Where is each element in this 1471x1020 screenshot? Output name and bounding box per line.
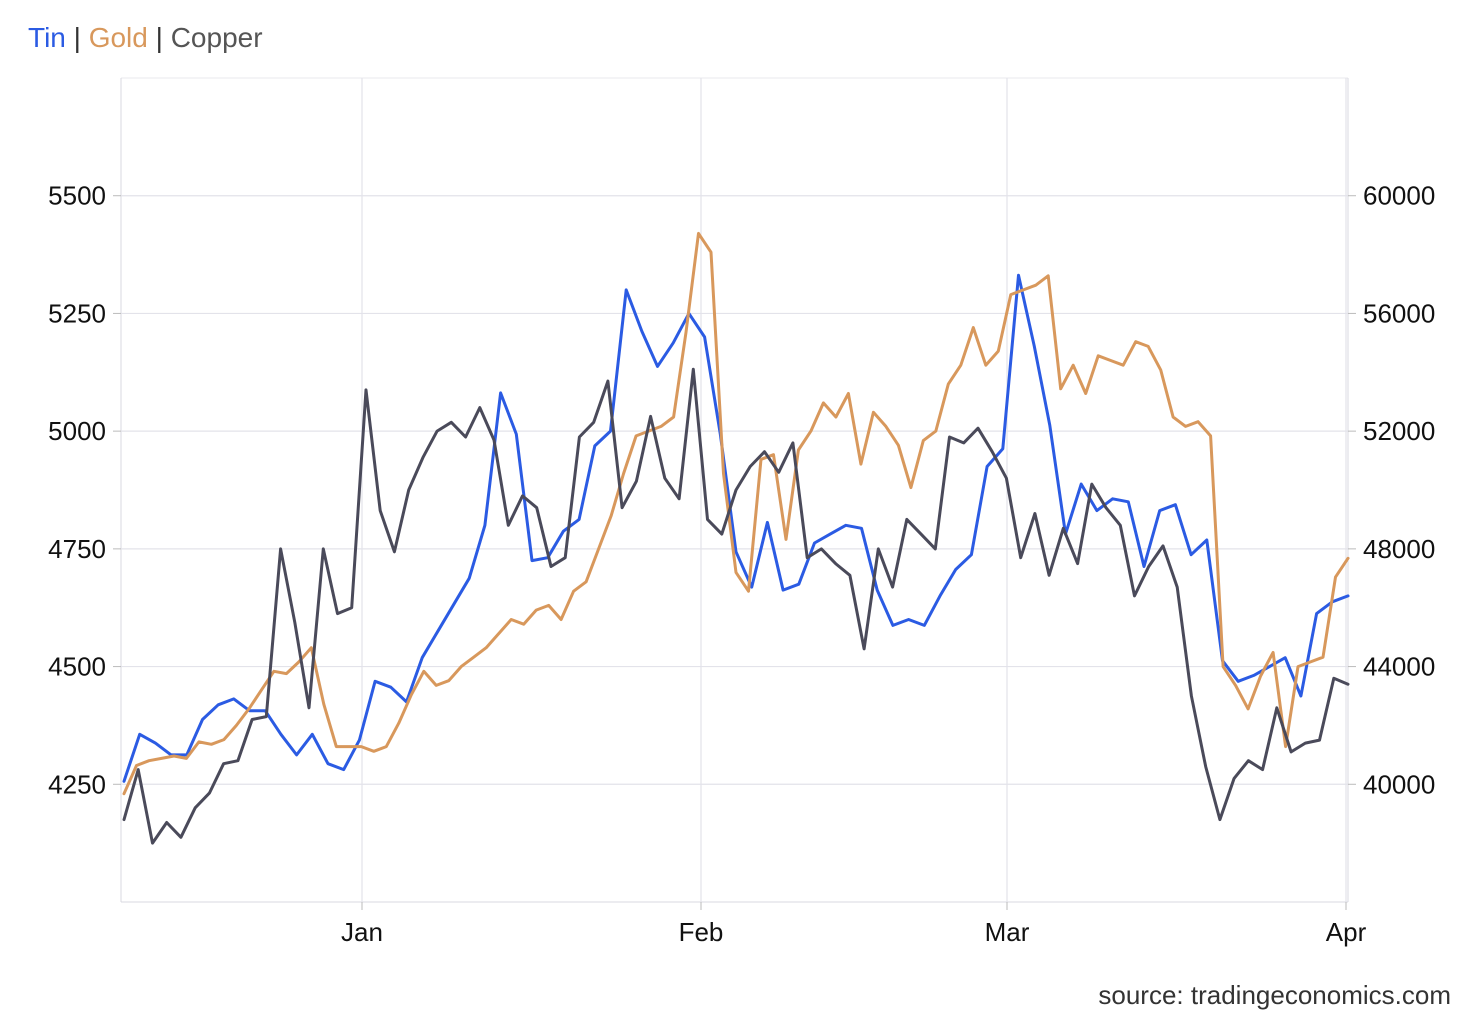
- legend-item-tin[interactable]: Tin: [28, 22, 66, 53]
- legend-item-gold[interactable]: Gold: [88, 22, 148, 53]
- right-tick-label: 44000: [1363, 652, 1435, 682]
- left-tick-label: 4500: [48, 652, 106, 682]
- left-tick-label: 5000: [48, 416, 106, 446]
- x-tick-label: Jan: [341, 917, 383, 947]
- series-line-gold[interactable]: [122, 231, 1350, 796]
- right-axis: 40000 44000 48000 52000 56000 60000: [1348, 181, 1435, 799]
- right-tick-label: 60000: [1363, 181, 1435, 211]
- x-axis: Jan Feb Mar Apr: [341, 902, 1367, 947]
- series-line-tin[interactable]: [122, 273, 1350, 783]
- right-tick-label: 52000: [1363, 416, 1435, 446]
- x-tick-label: Mar: [985, 917, 1030, 947]
- right-tick-label: 48000: [1363, 534, 1435, 564]
- x-tick-label: Feb: [679, 917, 724, 947]
- x-tick-label: Apr: [1326, 917, 1367, 947]
- source-attribution[interactable]: source: tradingeconomics.com: [1098, 980, 1451, 1010]
- legend-item-copper[interactable]: Copper: [170, 22, 263, 53]
- series-group: [122, 231, 1350, 845]
- left-tick-label: 5500: [48, 181, 106, 211]
- right-tick-label: 40000: [1363, 769, 1435, 799]
- chart-legend: Tin | Gold | Copper: [28, 22, 263, 54]
- series-line-copper[interactable]: [122, 367, 1350, 845]
- legend-separator: |: [147, 22, 171, 53]
- legend-separator: |: [65, 22, 89, 53]
- left-tick-label: 5250: [48, 298, 106, 328]
- left-tick-label: 4250: [48, 769, 106, 799]
- left-axis: 4250 4500 4750 5000 5250 5500: [48, 181, 121, 799]
- right-tick-label: 56000: [1363, 298, 1435, 328]
- left-tick-label: 4750: [48, 534, 106, 564]
- chart-grid: [120, 77, 1349, 903]
